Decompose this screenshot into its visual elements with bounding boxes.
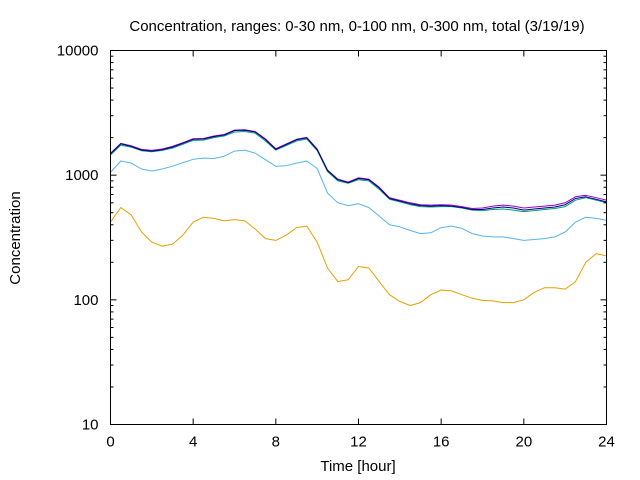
series-line-3 — [110, 131, 607, 213]
chart-title: Concentration, ranges: 0-30 nm, 0-100 nm… — [129, 18, 584, 35]
x-tick-label-12: 12 — [350, 434, 367, 451]
series-line-1 — [110, 207, 607, 306]
x-tick-label-16: 16 — [433, 434, 450, 451]
series-line-2 — [110, 149, 607, 241]
y-tick-label-10: 10 — [82, 417, 99, 434]
y-tick-label-100: 100 — [73, 292, 98, 309]
x-axis-title: Time [hour] — [320, 458, 395, 475]
y-tick-label-10000: 10000 — [57, 43, 99, 60]
series-layer — [110, 129, 607, 306]
x-tick-label-20: 20 — [515, 434, 532, 451]
series-line-5 — [110, 129, 607, 211]
series-line-4 — [110, 129, 607, 209]
x-tick-label-8: 8 — [272, 434, 280, 451]
y-axis-title: Concentration — [7, 191, 24, 284]
x-tick-label-4: 4 — [189, 434, 197, 451]
plot-frame — [110, 50, 607, 425]
x-tick-label-24: 24 — [598, 434, 615, 451]
x-tick-label-0: 0 — [106, 434, 114, 451]
y-tick-label-1000: 1000 — [65, 167, 98, 184]
tick-layer: 0 4 8 12 16 20 24 10 100 1000 10000 — [57, 43, 615, 451]
